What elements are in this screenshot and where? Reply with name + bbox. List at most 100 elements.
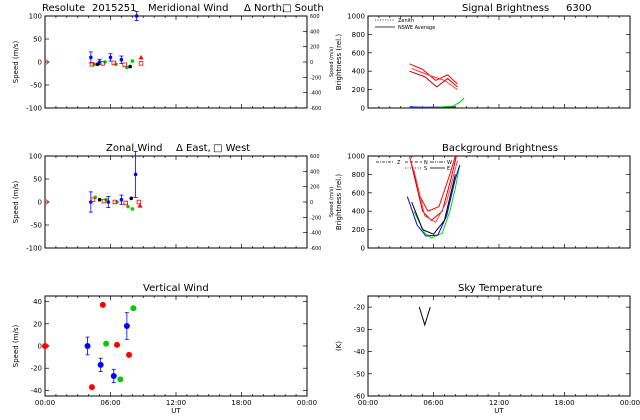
vertical-point-green <box>103 340 110 347</box>
zonal-point-green <box>126 204 130 209</box>
background-frame <box>367 155 631 249</box>
meridional-ytick-label: 100 <box>29 13 42 21</box>
skytemp-xtick-label: 18:00 <box>554 399 574 407</box>
skytemp-ylabel: (K) <box>335 341 343 351</box>
vertical-ytick-label: -40 <box>31 387 42 395</box>
vertical-panel: 00:00 06:00 12:00 18:00 00:00 -40 -20 0 20 40 Spee… <box>12 295 317 415</box>
skytemp-xtick-label: 06:00 <box>423 399 443 407</box>
zonal-rtick-label: 600 <box>310 154 320 160</box>
vertical-point-blue <box>123 323 130 329</box>
vertical-frame <box>44 295 308 397</box>
background-ytick-label: 400 <box>352 208 365 216</box>
zonal-point-green <box>130 207 135 211</box>
meridional-point-red-south <box>122 62 127 67</box>
meridional-point-red-south <box>111 60 116 66</box>
skytemp-title: Sky Temperature <box>458 283 542 294</box>
zonal-ytick-label: 50 <box>33 176 42 184</box>
background-legend: Z N S W E <box>376 160 452 172</box>
vertical-point-red <box>126 351 133 358</box>
vertical-point-blue <box>110 373 117 379</box>
vertical-xtick-label: 18:00 <box>231 399 251 407</box>
skytemp-xtick-label: 00:00 <box>358 399 378 407</box>
zonal-panel: -100 -50 0 50 100 -600 -400 -200 0 200 400 600 Speed… <box>12 150 335 253</box>
meridional-ylabel: Speed (m/s) <box>12 41 20 84</box>
signal-series-green <box>409 97 465 109</box>
vertical-xtick-label: 00:00 <box>297 399 317 407</box>
background-series-green <box>413 165 461 239</box>
background-ytick-label: 0 <box>361 245 365 253</box>
background-series-blue <box>406 165 461 237</box>
legend-e: E <box>447 166 450 172</box>
zonal-zero-marker <box>45 199 50 205</box>
date-label: 2015251 <box>92 3 137 14</box>
meridional-rtick-label: -200 <box>310 75 321 81</box>
station-name: Resolute <box>42 3 85 14</box>
zonal-rtick-label: -600 <box>310 246 321 252</box>
background-ytick-label: 1000 <box>347 153 365 161</box>
legend-s: S <box>424 166 427 172</box>
skytemp-ytick-label: -60 <box>354 393 365 401</box>
meridional-point-blue <box>119 57 124 62</box>
signal-ytick-label: 0 <box>361 105 365 113</box>
vertical-xtick-label: 06:00 <box>100 399 120 407</box>
vertical-point-blue <box>97 361 104 368</box>
skytemp-ytick-label: -30 <box>354 326 365 334</box>
signal-ytick-label: 1000 <box>347 13 365 21</box>
signal-ytick-label: 800 <box>352 31 365 39</box>
signal-title: Signal Brightness <box>462 3 549 14</box>
background-title: Background Brightness <box>442 143 558 154</box>
zonal-point-red-west <box>123 200 128 206</box>
vertical-ytick-label: 40 <box>33 298 42 306</box>
vertical-ylabel: Speed (m/s) <box>12 325 20 368</box>
vertical-ytick-label: 0 <box>38 343 42 351</box>
signal-ytick-label: 200 <box>352 86 365 94</box>
signal-ytick-label: 600 <box>352 49 365 57</box>
vertical-point-red <box>88 384 95 391</box>
meridional-point-red-north <box>138 54 144 60</box>
wavelength-label: 6300 <box>566 3 591 14</box>
legend-w: W <box>447 160 452 166</box>
signal-ylabel: Brightness (rel.) <box>335 34 343 90</box>
meridional-point-red-south <box>89 62 95 67</box>
vertical-point-blue <box>84 343 91 349</box>
zonal-ytick-label: -100 <box>26 245 42 253</box>
zonal-rtick-label: 400 <box>310 169 320 175</box>
vertical-point-red <box>99 301 106 308</box>
legend-n: N <box>424 160 428 166</box>
zonal-point-black <box>97 197 102 202</box>
meridional-ytick-label: 50 <box>33 36 42 44</box>
background-ytick-label: 200 <box>352 226 365 234</box>
zonal-point-red-west <box>90 197 96 202</box>
vertical-point-red <box>114 341 121 348</box>
signal-ytick-label: 400 <box>352 68 365 76</box>
zonal-ylabel: Speed (m/s) <box>12 181 20 224</box>
meridional-legend-south: □ South <box>282 3 324 14</box>
meridional-title: Meridional Wind <box>148 3 228 14</box>
vertical-ytick-label: 20 <box>33 320 42 328</box>
background-series-black <box>411 174 456 235</box>
signal-panel: 0 200 400 600 800 1000 Brightness (rel.) <box>335 13 631 113</box>
vertical-title: Vertical Wind <box>143 283 209 294</box>
meridional-legend-north: Δ North, <box>244 3 285 14</box>
meridional-rtick-label: -600 <box>310 106 321 112</box>
vertical-point-green <box>130 305 137 312</box>
legend-z: Z <box>397 160 401 166</box>
zonal-point-blue <box>119 197 124 202</box>
skytemp-ytick-label: -50 <box>354 370 365 378</box>
background-panel: 0 200 400 600 800 1000 Brightness (rel.) <box>335 153 631 253</box>
meridional-panel: -100 -50 0 50 100 -600 -400 -200 0 200 400 600 Speed… <box>12 10 335 113</box>
meridional-point-black <box>128 64 132 69</box>
meridional-point-black <box>95 62 100 67</box>
meridional-point-blue <box>97 60 102 64</box>
meridional-point-red-south <box>100 61 106 66</box>
zonal-frame <box>44 155 308 249</box>
zonal-point-red-east <box>137 203 143 208</box>
meridional-ytick-label: -100 <box>26 105 42 113</box>
skytemp-xtick-label: 00:00 <box>620 399 640 407</box>
meridional-ytick-label: -50 <box>31 82 42 90</box>
meridional-rtick-label: 400 <box>310 29 320 35</box>
skytemp-xlabel: UT <box>494 407 504 415</box>
meridional-rtick-label: 600 <box>310 14 320 20</box>
zonal-point-red-west <box>112 199 118 205</box>
